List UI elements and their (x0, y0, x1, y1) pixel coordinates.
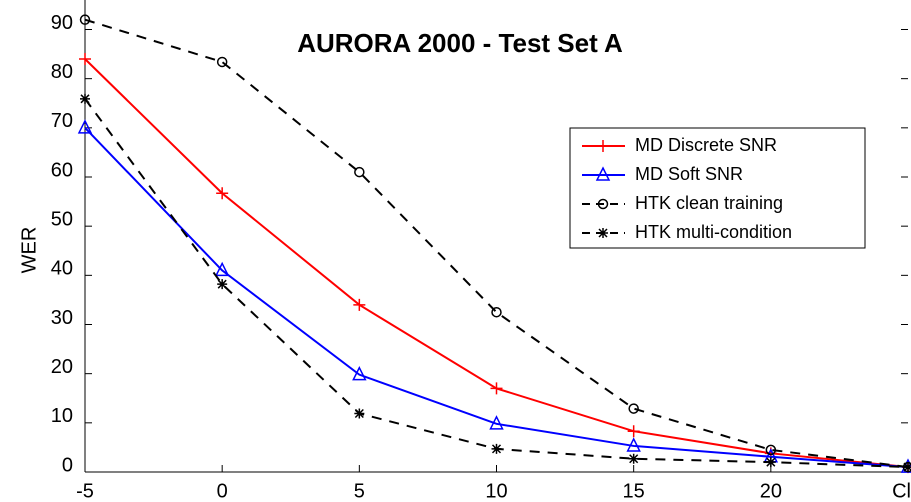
marker (354, 166, 365, 178)
x-tick-label: 0 (217, 480, 228, 502)
y-tick-label: 60 (51, 159, 73, 181)
x-tick-label: 15 (623, 480, 645, 502)
marker (217, 279, 228, 290)
legend-label: MD Soft SNR (635, 164, 743, 184)
series-line (84, 127, 909, 469)
marker (626, 437, 641, 452)
marker (489, 415, 504, 430)
y-tick-label: 40 (51, 258, 73, 280)
marker (597, 198, 609, 210)
legend-box (569, 127, 866, 249)
y-tick-label: 30 (51, 307, 73, 329)
marker (765, 457, 776, 468)
y-tick-label: 80 (51, 61, 73, 83)
marker (903, 462, 911, 473)
marker (491, 306, 502, 318)
marker (765, 444, 777, 456)
marker (628, 453, 639, 464)
marker (79, 14, 91, 25)
chart-title: AURORA 2000 - Test Set A (297, 28, 623, 58)
x-tick-label: 20 (760, 480, 782, 502)
x-tick-label: 10 (485, 480, 507, 502)
x-tick-label: Cl (892, 480, 911, 502)
marker (595, 166, 611, 181)
marker (214, 261, 230, 277)
x-tick-label: -5 (76, 480, 94, 502)
marker (597, 140, 609, 152)
y-tick-label: 90 (51, 12, 73, 34)
marker (628, 403, 639, 414)
legend-label: HTK multi-condition (635, 222, 792, 242)
marker (77, 119, 93, 134)
y-tick-label: 0 (62, 454, 73, 476)
x-tick-label: 5 (354, 480, 365, 502)
y-axis-label: WER (18, 227, 40, 274)
y-tick-label: 70 (51, 110, 73, 132)
legend-label: HTK clean training (635, 193, 783, 213)
legend-label: MD Discrete SNR (635, 135, 777, 155)
marker (216, 187, 229, 200)
y-tick-label: 20 (51, 356, 73, 378)
marker (216, 56, 228, 68)
marker (490, 382, 503, 395)
marker (80, 93, 90, 104)
y-tick-label: 10 (51, 405, 73, 427)
marker (354, 408, 365, 419)
marker (598, 228, 608, 238)
marker (353, 298, 366, 311)
marker (352, 365, 367, 381)
y-tick-label: 50 (51, 208, 73, 230)
marker (627, 425, 640, 438)
marker (79, 53, 91, 65)
marker (491, 443, 502, 454)
